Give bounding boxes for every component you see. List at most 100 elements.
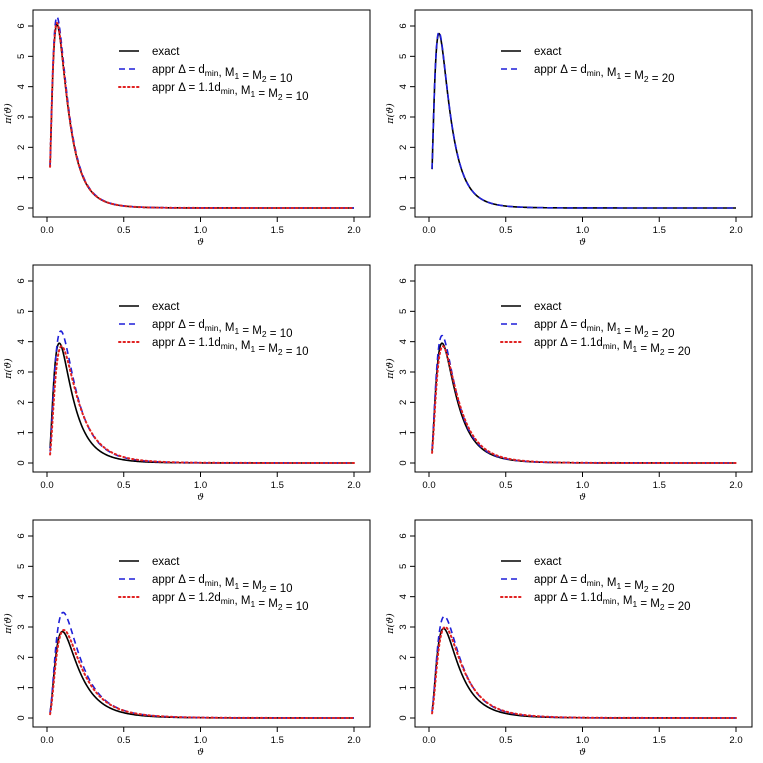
legend-text-part: appr Δ = 1.1d (534, 592, 603, 604)
legend-text-part: 2 (262, 584, 267, 594)
y-tick-label: 5 (398, 309, 409, 314)
y-tick-label: 4 (16, 84, 27, 89)
x-axis-label: ϑ (197, 747, 204, 758)
x-axis-label: ϑ (197, 492, 204, 503)
legend-text-part: = M (255, 88, 278, 100)
y-tick-label: 6 (16, 278, 27, 283)
legend-text-part: 2 (660, 602, 665, 612)
legend-text-part: min (221, 86, 235, 96)
legend-text-part: , M (234, 85, 250, 97)
legend-text-part: , M (234, 340, 250, 352)
y-tick-label: 3 (398, 624, 409, 629)
x-tick-label: 1.5 (653, 480, 666, 491)
legend-text-part: , M (234, 595, 250, 607)
legend-text-part: = 10 (267, 583, 293, 595)
legend-text-part: min (587, 68, 601, 78)
legend-entry: exact (534, 556, 562, 568)
legend-entry: exact (152, 556, 180, 568)
y-tick-label: 3 (16, 624, 27, 629)
series-line-dotted (431, 626, 737, 719)
legend-text-part: 1 (234, 326, 239, 336)
y-axis-label: π(ϑ) (3, 613, 14, 635)
legend-text-part: 1 (234, 581, 239, 591)
plot-frame (414, 9, 753, 218)
y-tick-label: 5 (16, 54, 27, 59)
y-tick-label: 1 (398, 430, 409, 435)
legend-entry: appr Δ = 1.1dmin, M1 = M2 = 20 (534, 592, 691, 613)
series-line-dashed (431, 615, 736, 719)
y-tick-label: 3 (398, 114, 409, 119)
legend-entry: appr Δ = 1.2dmin, M1 = M2 = 10 (152, 592, 309, 613)
y-tick-label: 2 (398, 655, 409, 660)
x-tick-label: 0.5 (117, 735, 130, 746)
y-tick-label: 3 (398, 369, 409, 374)
legend-text-part: 2 (278, 92, 283, 102)
plot-frame (32, 9, 371, 218)
legend-text-part: 2 (644, 329, 649, 339)
y-axis-label: π(ϑ) (385, 358, 396, 380)
legend-text-part: = 10 (267, 328, 293, 340)
legend-text-part: 1 (250, 89, 255, 99)
legend-text-part: appr Δ = d (152, 574, 205, 586)
legend-text-part: 1 (616, 581, 621, 591)
y-tick-label: 5 (16, 564, 27, 569)
series-line-solid (431, 32, 736, 209)
x-tick-label: 1.0 (576, 735, 589, 746)
x-tick-label: 0.5 (499, 480, 512, 491)
x-tick-label: 1.0 (576, 225, 589, 236)
x-tick-label: 2.0 (347, 225, 360, 236)
legend-entry: exact (534, 301, 562, 313)
legend-text-part: = M (239, 325, 262, 337)
legend-text-part: 1 (234, 71, 239, 81)
series-line-solid (49, 23, 354, 209)
series-line-dotted (49, 345, 355, 464)
legend-text-part: 2 (278, 347, 283, 357)
y-axis-label: π(ϑ) (385, 613, 396, 635)
legend-entry: appr Δ = dmin, M1 = M2 = 10 (152, 319, 293, 340)
legend-text-part: appr Δ = 1.1d (152, 82, 221, 94)
series-line-solid (431, 627, 736, 719)
plot-frame (32, 519, 371, 728)
legend-text-part: exact (152, 301, 180, 313)
plot-frame (414, 264, 753, 473)
series-line-dotted (49, 629, 355, 719)
x-tick-label: 2.0 (729, 735, 742, 746)
y-tick-label: 1 (16, 430, 27, 435)
y-tick-label: 2 (16, 655, 27, 660)
x-tick-label: 0.0 (422, 735, 435, 746)
series-line-dashed (431, 31, 736, 209)
legend-text-part: min (205, 578, 219, 588)
y-tick-label: 0 (16, 715, 27, 720)
legend-text-part: 1 (632, 599, 637, 609)
y-tick-label: 4 (16, 339, 27, 344)
legend-entry: appr Δ = dmin, M1 = M2 = 20 (534, 64, 675, 85)
x-axis-label: ϑ (197, 237, 204, 248)
legend-entry: appr Δ = 1.1dmin, M1 = M2 = 20 (534, 337, 691, 358)
y-axis-label: π(ϑ) (385, 103, 396, 125)
x-tick-label: 1.5 (271, 735, 284, 746)
legend-text-part: = M (621, 70, 644, 82)
legend-text-part: exact (152, 46, 180, 58)
legend-text-part: appr Δ = 1.2d (152, 592, 221, 604)
legend-text-part: appr Δ = d (152, 64, 205, 76)
y-tick-label: 0 (398, 460, 409, 465)
legend-text-part: 2 (660, 347, 665, 357)
legend-text-part: appr Δ = d (152, 319, 205, 331)
legend-entry: appr Δ = dmin, M1 = M2 = 20 (534, 319, 675, 340)
plot-frame (32, 264, 371, 473)
x-tick-label: 1.5 (653, 735, 666, 746)
y-tick-label: 4 (16, 594, 27, 599)
legend-entry: appr Δ = dmin, M1 = M2 = 10 (152, 574, 293, 595)
series-line-dotted (431, 345, 737, 464)
legend-text-part: 1 (250, 599, 255, 609)
legend-entry: exact (152, 301, 180, 313)
legend-entry: appr Δ = dmin, M1 = M2 = 20 (534, 574, 675, 595)
legend-text-part: = 20 (665, 346, 691, 358)
legend-text-part: appr Δ = d (534, 319, 587, 331)
legend-text-part: min (205, 323, 219, 333)
